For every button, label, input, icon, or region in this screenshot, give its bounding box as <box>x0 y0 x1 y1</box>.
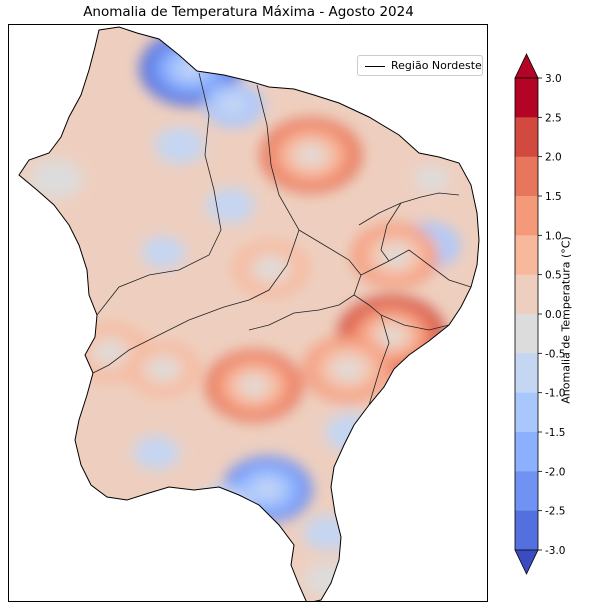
colorbar-band <box>515 196 538 236</box>
anomaly-feature <box>206 187 255 224</box>
state-border <box>92 84 300 374</box>
anomaly-feature <box>196 485 252 527</box>
anomaly-feature <box>218 94 249 117</box>
colorbar: 3.0 2.5 2.0 1.5 1.0 0.5 0.0 -0.5 -1.0 -1.5 -2.0 -2.… <box>514 53 566 575</box>
colorbar-tick-label: 1.0 <box>545 230 562 242</box>
anomaly-feature <box>324 413 378 453</box>
colorbar-label: Anomalia de Temperatura (°C) <box>559 236 573 404</box>
map-frame: Região Nordeste <box>8 24 488 602</box>
anomaly-feature <box>244 378 264 393</box>
colorbar-band <box>515 314 538 354</box>
colorbar-band <box>515 235 538 276</box>
anomaly-feature <box>384 247 406 264</box>
map-title: Anomalia de Temperatura Máxima - Agosto … <box>83 4 414 20</box>
anomaly-feature <box>141 236 186 269</box>
anomaly-feature <box>382 329 401 343</box>
anomaly-feature <box>133 435 180 470</box>
colorbar-band <box>515 471 538 512</box>
legend-label: Região Nordeste <box>391 59 482 72</box>
colorbar-band <box>515 432 538 472</box>
legend-line-swatch <box>365 66 385 67</box>
colorbar-band <box>515 117 538 158</box>
anomaly-feature <box>304 562 351 597</box>
colorbar-tick-label: -2.5 <box>545 506 566 518</box>
anomaly-feature <box>303 514 353 551</box>
anomaly-feature <box>256 481 279 498</box>
state-border <box>96 72 222 316</box>
colorbar-tick-label: 3.0 <box>545 73 562 85</box>
colorbar-tick-label: 1.5 <box>545 191 562 203</box>
anomaly-feature <box>29 159 83 199</box>
state-border <box>248 294 355 331</box>
state-border <box>380 202 402 262</box>
colorbar-tick-label: -1.0 <box>545 388 566 400</box>
colorbar-band <box>515 353 538 394</box>
anomaly-feature <box>336 360 360 378</box>
colorbar-tick-label: -2.0 <box>545 466 566 478</box>
state-border <box>358 192 460 226</box>
anomaly-feature <box>258 259 284 279</box>
anomaly-map <box>18 26 480 601</box>
colorbar-tick-label: 0.0 <box>545 309 562 321</box>
state-border <box>360 249 472 288</box>
anomaly-feature <box>154 126 206 164</box>
colorbar-under-arrow <box>514 549 539 575</box>
northeast-region-outline <box>18 26 480 601</box>
colorbar-tick-label: 2.5 <box>545 112 562 124</box>
anomaly-feature <box>180 60 201 76</box>
colorbar-tick-label: 2.0 <box>545 152 562 164</box>
map-legend: Região Nordeste <box>357 55 483 76</box>
colorbar-band <box>515 156 538 197</box>
anomaly-feature <box>414 165 450 192</box>
colorbar-band <box>515 510 538 551</box>
colorbar-tick-label: -3.0 <box>545 545 566 557</box>
state-border <box>368 314 390 406</box>
state-border <box>380 314 450 331</box>
colorbar-band <box>515 78 538 118</box>
anomaly-feature <box>151 360 176 379</box>
colorbar-tick-label: 0.5 <box>545 270 562 282</box>
colorbar-tick-label: -0.5 <box>545 348 566 360</box>
anomaly-feature <box>300 147 322 163</box>
anomaly-feature <box>96 342 123 363</box>
colorbar-band <box>515 274 538 315</box>
colorbar-over-arrow <box>514 53 539 79</box>
colorbar-tick-label: -1.5 <box>545 427 566 439</box>
colorbar-band <box>515 392 538 433</box>
